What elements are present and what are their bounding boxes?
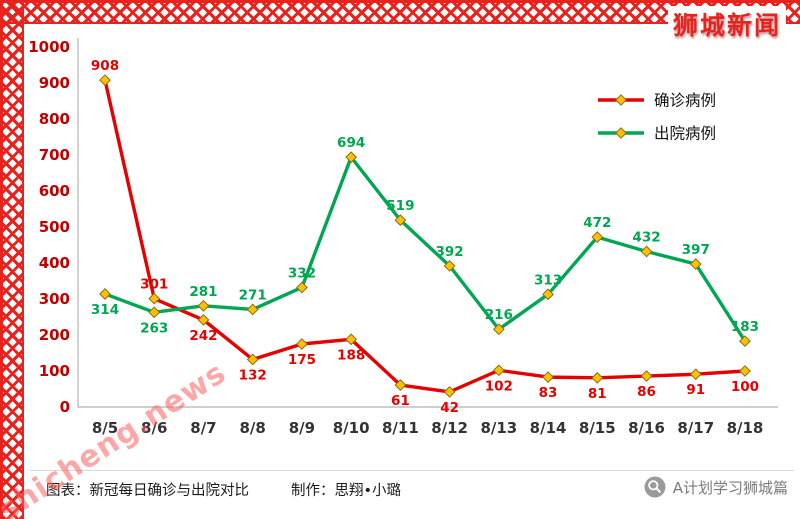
svg-text:8/14: 8/14 [530, 419, 567, 437]
svg-text:392: 392 [436, 244, 464, 260]
svg-text:0: 0 [60, 398, 70, 416]
svg-text:8/10: 8/10 [333, 419, 370, 437]
svg-text:175: 175 [288, 352, 316, 368]
svg-text:188: 188 [337, 347, 365, 363]
svg-text:432: 432 [632, 229, 660, 245]
svg-text:8/8: 8/8 [240, 419, 266, 437]
svg-text:800: 800 [39, 110, 70, 128]
svg-text:86: 86 [637, 384, 656, 400]
series-line-0 [103, 78, 747, 394]
svg-text:100: 100 [731, 379, 759, 395]
svg-text:100: 100 [39, 362, 70, 380]
svg-text:8/6: 8/6 [141, 419, 167, 437]
decorative-border-top [0, 0, 800, 24]
decorative-border-left [0, 0, 24, 519]
svg-text:397: 397 [682, 242, 710, 258]
site-logo-text: 狮城新闻 [667, 6, 786, 42]
svg-text:700: 700 [39, 146, 70, 164]
series-line-1 [103, 155, 747, 343]
svg-text:8/16: 8/16 [628, 419, 665, 437]
caption-text: 图表：新冠每日确诊与出院对比 [46, 483, 249, 499]
svg-text:183: 183 [731, 319, 759, 335]
svg-text:200: 200 [39, 326, 70, 344]
axes [77, 38, 778, 408]
svg-text:600: 600 [39, 182, 70, 200]
svg-text:8/12: 8/12 [431, 419, 468, 437]
svg-text:132: 132 [239, 367, 267, 383]
svg-text:8/7: 8/7 [190, 419, 216, 437]
svg-text:61: 61 [391, 393, 410, 409]
svg-text:1000: 1000 [30, 38, 70, 56]
svg-text:8/17: 8/17 [677, 419, 714, 437]
svg-text:83: 83 [539, 385, 558, 401]
svg-text:271: 271 [239, 287, 267, 303]
svg-text:42: 42 [440, 400, 459, 416]
svg-text:8/5: 8/5 [92, 419, 118, 437]
svg-text:301: 301 [140, 277, 168, 293]
svg-text:8/18: 8/18 [727, 419, 764, 437]
svg-text:216: 216 [485, 307, 513, 323]
chart-caption: 图表：新冠每日确诊与出院对比 制作：思翔•小璐 [46, 479, 401, 500]
svg-text:472: 472 [583, 215, 611, 231]
svg-text:8/9: 8/9 [289, 419, 315, 437]
svg-text:400: 400 [39, 254, 70, 272]
footer-divider [30, 470, 794, 471]
series-points-0: 908 301 242 132 175 188 61 42 102 83 81 86 91 100 [91, 58, 759, 416]
svg-text:313: 313 [534, 272, 562, 288]
svg-text:519: 519 [386, 198, 414, 214]
svg-text:500: 500 [39, 218, 70, 236]
svg-text:314: 314 [91, 302, 119, 318]
y-axis-labels: 0 100 200 300 400 500 600 700 800 900 1000 [28, 38, 70, 416]
svg-text:242: 242 [189, 328, 217, 344]
svg-text:81: 81 [588, 386, 607, 402]
series-points-1: 314 263 281 271 332 694 519 392 216 313 472 432 397 1… [91, 135, 759, 348]
svg-text:263: 263 [140, 320, 168, 336]
svg-text:281: 281 [189, 284, 217, 300]
svg-text:8/15: 8/15 [579, 419, 616, 437]
svg-text:332: 332 [288, 265, 316, 281]
svg-text:900: 900 [39, 74, 70, 92]
svg-text:908: 908 [91, 58, 119, 74]
svg-text:8/13: 8/13 [480, 419, 517, 437]
svg-text:102: 102 [485, 378, 513, 394]
credit-text: 制作：思翔•小璐 [291, 483, 402, 499]
svg-text:8/11: 8/11 [382, 419, 419, 437]
x-axis-labels: 8/5 8/6 8/7 8/8 8/9 8/10 8/11 8/12 8/13 8/14 8/15 8… [92, 419, 764, 437]
wechat-account: A计划学习狮城篇 [644, 476, 788, 498]
account-name: A计划学习狮城篇 [672, 478, 788, 497]
svg-text:确诊病例: 确诊病例 [654, 92, 716, 110]
svg-text:91: 91 [686, 382, 705, 398]
wechat-search-icon [644, 476, 666, 498]
chart: 0 100 200 300 400 500 600 700 800 900 1000 8/5 8/6 8/… [28, 0, 800, 455]
svg-text:出院病例: 出院病例 [654, 124, 716, 143]
svg-text:300: 300 [39, 290, 70, 308]
svg-text:694: 694 [337, 135, 365, 151]
